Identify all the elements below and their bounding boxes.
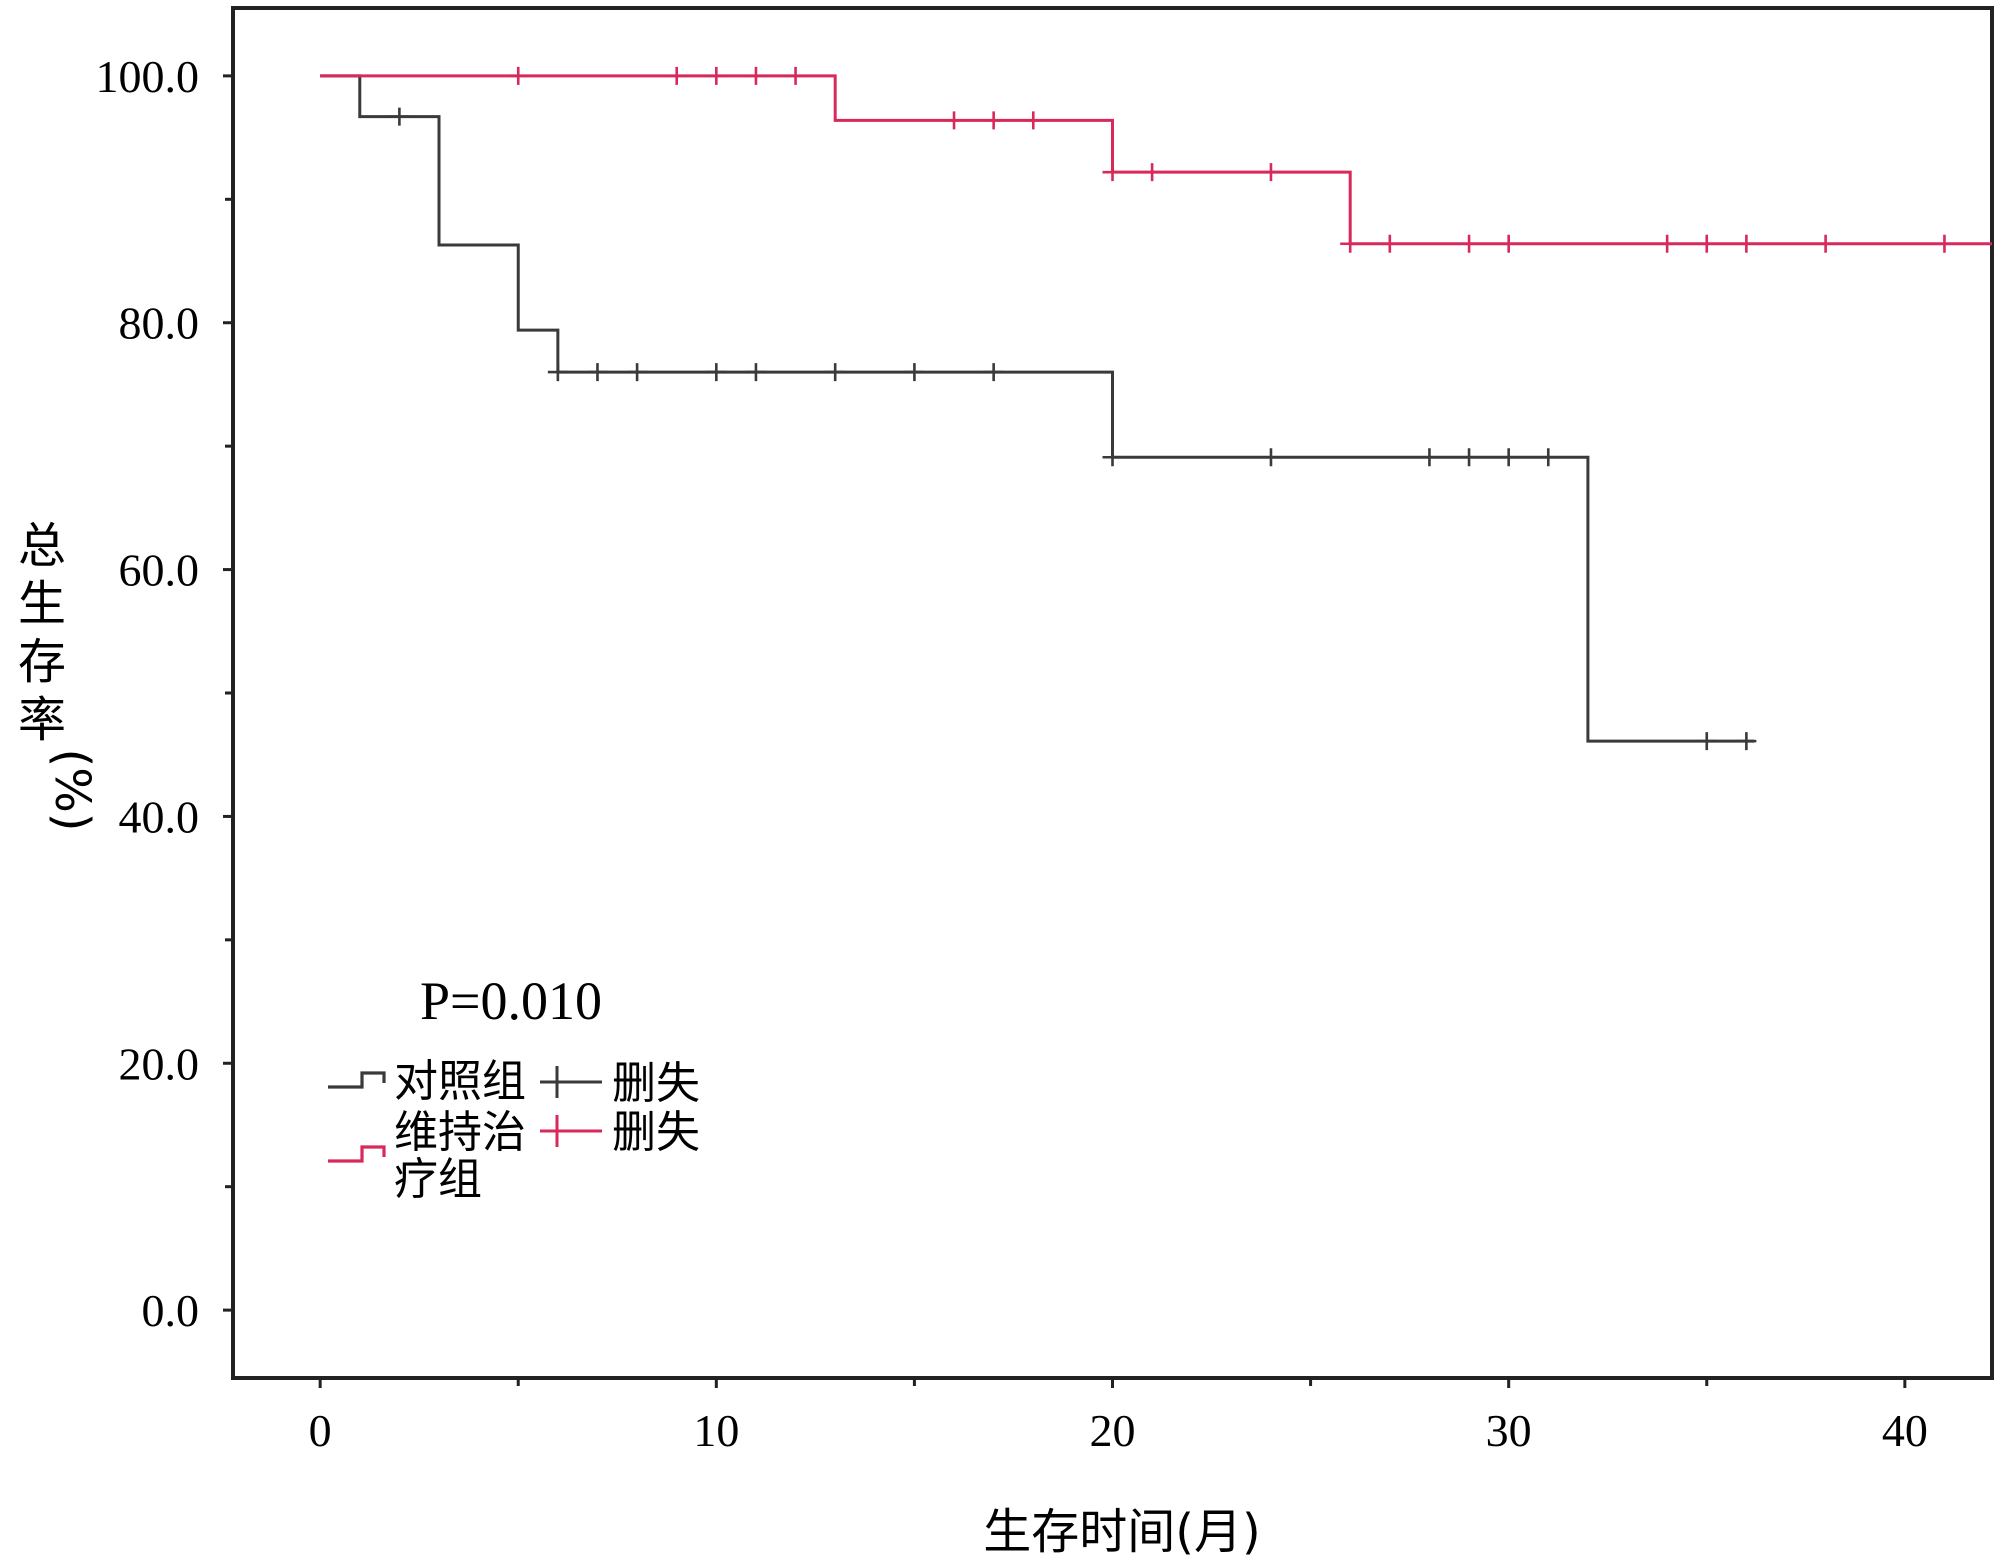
y-axis-title: 总生存率	[18, 518, 66, 748]
censor-mark	[825, 363, 846, 382]
legend-series-label: 对照组	[394, 1056, 526, 1107]
y-tick-label: 100.0	[96, 51, 200, 102]
legend-censor-symbol	[540, 1115, 602, 1147]
y-tick-label: 0.0	[142, 1285, 200, 1336]
censor-mark	[1696, 234, 1717, 253]
y-tick-label: 20.0	[119, 1038, 200, 1089]
censor-mark	[1696, 732, 1717, 751]
censor-mark	[983, 111, 1004, 130]
plot-frame	[231, 6, 1994, 1380]
x-tick-label: 20	[1090, 1405, 1136, 1456]
censor-mark	[1657, 234, 1678, 253]
censor-mark	[547, 363, 568, 382]
censor-mark	[1260, 163, 1281, 182]
censor-mark	[745, 66, 766, 85]
y-tick-label: 40.0	[119, 791, 200, 842]
x-tick-label: 10	[693, 1405, 739, 1456]
censor-mark	[745, 363, 766, 382]
censor-mark	[706, 66, 727, 85]
censor-mark	[785, 66, 806, 85]
censor-mark	[1419, 448, 1440, 467]
censor-mark	[1498, 234, 1519, 253]
censor-mark	[627, 363, 648, 382]
series-layer	[320, 66, 1992, 751]
series-maintenance	[320, 66, 1992, 253]
censor-mark	[1538, 448, 1559, 467]
censor-mark	[1498, 448, 1519, 467]
censor-mark	[1023, 111, 1044, 130]
survival-step-line	[320, 74, 1992, 246]
legend-censor-symbol	[540, 1066, 602, 1098]
y-title-char: 存	[18, 634, 66, 690]
censor-mark	[1142, 163, 1163, 182]
y-tick-label: 60.0	[119, 545, 200, 596]
censor-mark	[587, 363, 608, 382]
legend-label-line: 维持治	[394, 1107, 526, 1158]
censor-mark	[1102, 163, 1123, 182]
censor-mark	[983, 363, 1004, 382]
x-axis-title: 生存时间(月)	[983, 1504, 1260, 1560]
legend-step-symbol	[328, 1145, 386, 1163]
y-title-char: 率	[18, 692, 66, 748]
censor-mark	[904, 363, 925, 382]
y-tick-label: 80.0	[119, 298, 200, 349]
censor-mark	[666, 66, 687, 85]
legend-censor-label: 删失	[612, 1107, 700, 1158]
legend-series-label: 维持治疗组	[394, 1107, 526, 1205]
legend-label-line: 疗组	[394, 1154, 482, 1205]
y-title-char: 总	[18, 518, 66, 574]
axes-group: 0.0 20.0 40.0 60.0 80.0 100.0 0 10 20 30 40	[96, 6, 1994, 1456]
censor-mark	[706, 363, 727, 382]
censor-mark	[1379, 234, 1400, 253]
censor-mark	[1736, 234, 1757, 253]
censor-mark	[1459, 448, 1480, 467]
censor-mark	[1934, 234, 1955, 253]
censor-mark	[389, 107, 410, 126]
legend-censor-label: 删失	[612, 1058, 700, 1109]
censor-mark	[1340, 234, 1361, 253]
censor-mark	[1736, 732, 1757, 751]
p-value-annotation: P=0.010	[420, 971, 602, 1031]
y-title-char: 生	[18, 576, 66, 632]
legend-step-symbol	[328, 1071, 386, 1089]
series-control	[320, 74, 1757, 751]
censor-mark	[944, 111, 965, 130]
censor-mark	[1459, 234, 1480, 253]
censor-mark	[508, 66, 529, 85]
censor-mark	[1102, 448, 1123, 467]
survival-step-line	[320, 74, 1755, 743]
x-tick-label: 40	[1882, 1405, 1928, 1456]
x-tick-label: 0	[309, 1405, 332, 1456]
x-tick-label: 30	[1486, 1405, 1532, 1456]
censor-mark	[1815, 234, 1836, 253]
censor-mark	[1260, 448, 1281, 467]
y-title-unit: (%)	[44, 748, 100, 831]
